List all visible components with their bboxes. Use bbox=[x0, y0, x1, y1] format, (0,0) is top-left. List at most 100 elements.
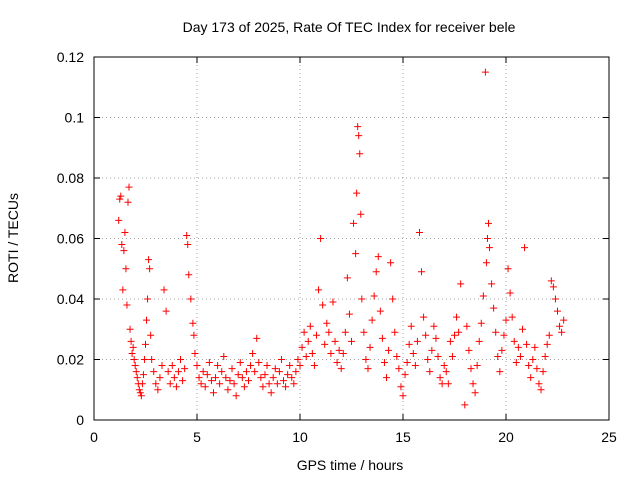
data-point bbox=[269, 374, 277, 382]
data-point bbox=[465, 346, 473, 354]
data-point bbox=[446, 337, 454, 345]
data-point bbox=[267, 389, 275, 397]
data-point bbox=[166, 380, 174, 388]
data-point bbox=[123, 301, 131, 309]
data-point bbox=[477, 319, 485, 327]
data-point bbox=[333, 359, 341, 367]
y-tick-label: 0.02 bbox=[57, 352, 84, 368]
data-point bbox=[442, 368, 450, 376]
chart-title: Day 173 of 2025, Rate Of TEC Index for r… bbox=[183, 19, 516, 35]
data-point bbox=[508, 313, 516, 321]
data-point bbox=[168, 362, 176, 370]
data-point bbox=[232, 392, 240, 400]
data-point bbox=[461, 401, 469, 409]
data-point bbox=[292, 368, 300, 376]
data-point bbox=[164, 368, 172, 376]
data-point bbox=[195, 374, 203, 382]
data-point bbox=[120, 247, 128, 255]
data-point bbox=[251, 368, 259, 376]
data-point bbox=[201, 383, 209, 391]
data-point bbox=[255, 359, 263, 367]
data-point bbox=[484, 219, 492, 227]
data-point bbox=[368, 316, 376, 324]
grid-lines bbox=[94, 57, 609, 420]
data-point bbox=[150, 368, 158, 376]
data-point bbox=[259, 383, 267, 391]
data-point bbox=[115, 216, 123, 224]
x-tick-label: 0 bbox=[90, 429, 98, 445]
data-point bbox=[399, 392, 407, 400]
data-point bbox=[302, 352, 310, 360]
data-point bbox=[245, 377, 252, 385]
data-point bbox=[500, 331, 508, 339]
data-point bbox=[140, 356, 148, 363]
data-point bbox=[265, 380, 273, 388]
data-point bbox=[142, 340, 149, 348]
data-point bbox=[286, 362, 294, 370]
data-point bbox=[434, 352, 442, 360]
data-point bbox=[370, 292, 378, 300]
data-point bbox=[356, 150, 364, 158]
data-point bbox=[130, 356, 138, 363]
data-point bbox=[125, 183, 133, 191]
data-point bbox=[366, 343, 374, 351]
data-point bbox=[355, 132, 363, 140]
data-point bbox=[352, 250, 360, 258]
data-point bbox=[420, 313, 428, 321]
data-point bbox=[453, 313, 461, 321]
data-point bbox=[277, 356, 285, 363]
data-point bbox=[242, 368, 250, 376]
data-point bbox=[455, 328, 463, 336]
data-point bbox=[317, 235, 325, 242]
data-point bbox=[253, 334, 261, 342]
data-point bbox=[376, 307, 384, 315]
data-point bbox=[475, 337, 483, 345]
data-point bbox=[424, 356, 432, 363]
data-point bbox=[496, 368, 504, 376]
data-point bbox=[518, 325, 526, 333]
data-point bbox=[488, 280, 496, 288]
data-point bbox=[372, 268, 380, 276]
data-point bbox=[228, 365, 236, 373]
data-point bbox=[133, 374, 141, 382]
data-point bbox=[531, 343, 539, 351]
data-point bbox=[126, 325, 134, 333]
data-point bbox=[506, 289, 514, 297]
data-point bbox=[230, 380, 238, 388]
data-point bbox=[263, 362, 271, 370]
data-point bbox=[152, 380, 160, 388]
data-point bbox=[160, 286, 168, 294]
data-point bbox=[238, 374, 246, 382]
data-point bbox=[479, 292, 487, 300]
data-point bbox=[119, 286, 127, 294]
data-points bbox=[115, 68, 568, 409]
data-point bbox=[551, 295, 559, 303]
data-point bbox=[471, 389, 479, 397]
data-point bbox=[190, 331, 198, 339]
x-tick-label: 5 bbox=[193, 429, 201, 445]
data-point bbox=[226, 377, 234, 385]
data-point bbox=[288, 374, 296, 382]
data-point bbox=[129, 343, 137, 351]
data-point bbox=[216, 380, 224, 388]
data-point bbox=[401, 371, 409, 379]
data-point bbox=[132, 368, 140, 376]
data-point bbox=[179, 377, 187, 385]
data-point bbox=[418, 268, 426, 276]
data-point bbox=[523, 340, 531, 348]
data-point bbox=[138, 380, 146, 388]
data-point bbox=[118, 241, 126, 249]
data-point bbox=[537, 386, 545, 394]
data-point bbox=[444, 380, 452, 388]
data-point bbox=[304, 337, 312, 345]
data-point bbox=[539, 368, 547, 376]
data-point bbox=[535, 380, 543, 388]
data-point bbox=[357, 210, 365, 218]
data-point bbox=[422, 331, 430, 339]
data-point bbox=[483, 235, 491, 242]
data-point bbox=[411, 362, 419, 370]
data-point bbox=[360, 328, 368, 336]
data-point bbox=[298, 343, 306, 351]
data-point bbox=[203, 371, 211, 379]
data-point bbox=[426, 368, 434, 376]
